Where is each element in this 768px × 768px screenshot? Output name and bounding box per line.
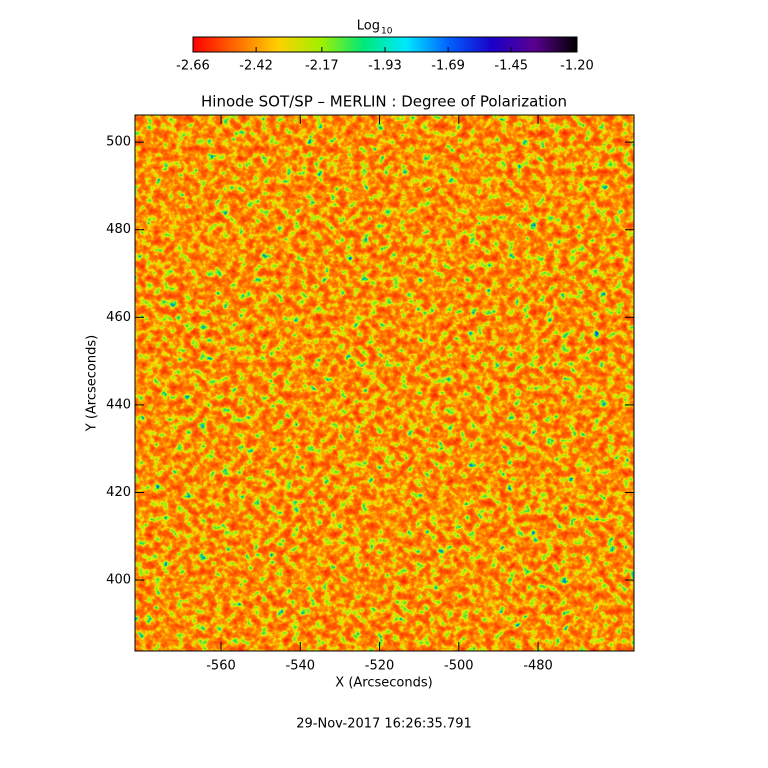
x-axis-label: X (Arcseconds)	[335, 676, 432, 691]
colorbar-label: Log	[357, 19, 380, 34]
x-tick-label: -500	[444, 659, 474, 674]
colorbar-tick-label: -2.66	[176, 59, 210, 74]
colorbar-tick-label: -2.42	[239, 59, 273, 74]
plot-frame	[134, 114, 635, 652]
y-tick-label: 460	[106, 310, 131, 325]
y-tick-label: 480	[106, 222, 131, 237]
colorbar-tick-label: -1.20	[560, 59, 594, 74]
colorbar-label-subscript: 10	[381, 27, 393, 37]
colorbar-tick-label: -1.93	[368, 59, 402, 74]
y-tick-label: 400	[106, 573, 131, 588]
x-tick-label: -520	[365, 659, 395, 674]
x-tick-label: -480	[523, 659, 553, 674]
y-tick-label: 440	[106, 397, 131, 412]
y-tick-label: 500	[106, 135, 131, 150]
polarization-image	[135, 115, 634, 651]
chart-title: Hinode SOT/SP – MERLIN : Degree of Polar…	[201, 93, 567, 111]
colorbar-tick-label: -1.69	[431, 59, 465, 74]
y-tick-label: 420	[106, 485, 131, 500]
colorbar-tick-label: -2.17	[305, 59, 339, 74]
timestamp: 29-Nov-2017 16:26:35.791	[296, 717, 472, 732]
colorbar-tick-label: -1.45	[494, 59, 528, 74]
x-tick-label: -560	[206, 659, 236, 674]
y-axis-label: Y (Arcseconds)	[85, 335, 100, 432]
x-tick-label: -540	[286, 659, 316, 674]
